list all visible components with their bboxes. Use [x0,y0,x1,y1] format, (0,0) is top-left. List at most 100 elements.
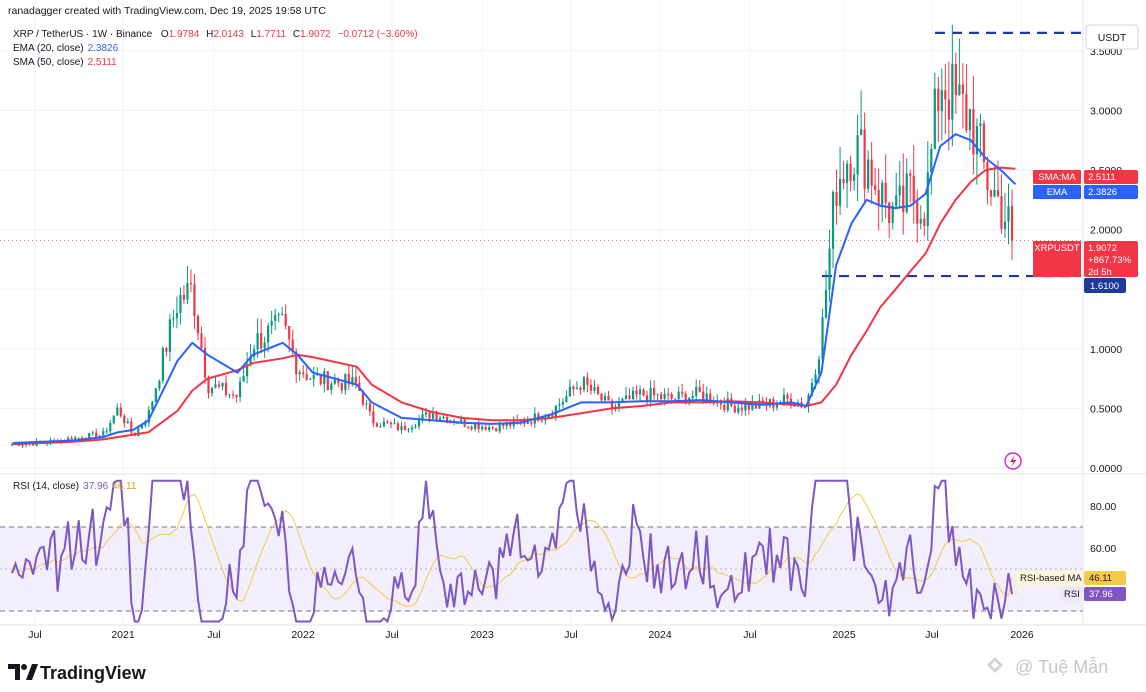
symbol-badge-value-1: +867.73% [1088,255,1132,266]
candle-body [961,84,964,94]
candle-body [509,422,512,427]
time-tick-label: 2024 [648,629,672,641]
candle-body [551,415,554,417]
candle-body [754,402,757,409]
candle-body [214,384,217,388]
candle-body [123,415,126,424]
candle-body [498,423,501,432]
candle-body [95,432,98,439]
time-tick-label: 2022 [291,629,315,641]
candle-body [119,407,122,416]
candle-body [74,437,77,441]
rsi-ma-value-box [1084,571,1126,585]
candle-body [386,421,389,423]
candle-body [428,412,431,419]
candle-body [235,394,238,398]
price-badges: SMA:MA 2.5111 EMA 2.3826 XRPUSDT 1.9072+867.7… [1016,170,1138,601]
price-tick-label: 0.5000 [1090,403,1122,415]
candle-body [912,175,915,202]
grid-lines [0,0,1146,626]
candle-body [238,381,242,398]
candle-body [417,419,421,427]
candle-body [582,377,586,390]
candle-body [291,339,294,352]
candlestick-series[interactable] [10,24,1014,448]
candle-body [347,373,350,385]
candle-body [414,426,417,428]
candle-body [270,320,273,326]
candle-body [817,359,821,375]
rsi-tick-label: 80.00 [1090,501,1116,513]
candle-body [245,364,249,377]
candle-body [372,411,375,424]
candle-body [221,382,224,387]
currency-box[interactable] [1085,24,1139,50]
candle-body [526,421,529,424]
candle-body [316,374,319,376]
candle-body [663,393,666,399]
candle-body [944,90,947,100]
candle-body [635,390,638,395]
candle-body [530,421,533,424]
candle-body [740,407,743,411]
candle-body [435,413,438,420]
candle-body [421,414,424,420]
symbol-badge-value-box [1084,241,1138,277]
candle-body [330,383,333,391]
horizontal-levels[interactable] [0,31,1083,278]
candle-body [642,389,645,396]
candle-body [996,189,1000,197]
candle-body [737,407,740,413]
candle-body [31,443,35,446]
ema-badge-label-box [1033,185,1081,199]
candle-body [196,316,200,334]
candle-body [182,294,186,300]
candle-body [919,218,922,224]
candle-body [814,374,817,383]
candle-body [253,349,256,357]
candle-body [835,192,838,206]
candle-body [298,372,301,375]
high-value: 2.0143 [213,29,244,40]
candle-body [361,390,364,405]
candle-body [891,205,894,224]
candle-body [726,398,729,411]
candle-body [172,318,175,320]
candle-body [45,443,49,445]
candle-body [831,192,835,249]
candle-body [81,437,84,440]
candle-body [263,342,266,349]
candle-body [786,394,789,399]
candle-body [723,404,726,411]
rsi-lines [11,479,1013,624]
candle-body [803,406,807,408]
candle-body [775,404,779,408]
candle-body [607,396,610,401]
candle-body [309,378,312,380]
candle-body [638,389,642,395]
time-tick-label: 2021 [111,629,135,641]
candle-body [951,63,954,120]
candle-body [207,377,210,394]
candle-body [203,348,207,378]
candle-body [993,189,996,197]
candle-body [656,394,659,396]
candle-body [102,431,105,436]
candle-body [947,99,950,120]
time-axis[interactable]: Jul 2021 Jul 2022 Jul 2023 Jul 2024 Jul 2025 Jul 20… [28,629,1034,641]
price-tick-label: 3.0000 [1090,105,1122,117]
candle-body [333,379,336,384]
candle-body [256,333,259,350]
level-badge-box [1084,278,1126,293]
lightning-icon[interactable] [1004,452,1022,470]
level-badge-text: 1.6100 [1090,281,1119,292]
candle-body [105,431,108,433]
watermark-icon [987,657,1003,673]
candle-body [554,405,557,417]
candle-body [881,182,884,206]
candle-body [396,423,400,431]
symbol-badge-label: XRPUSDT [1034,243,1080,254]
candle-body [274,315,277,321]
candle-body [586,377,589,385]
